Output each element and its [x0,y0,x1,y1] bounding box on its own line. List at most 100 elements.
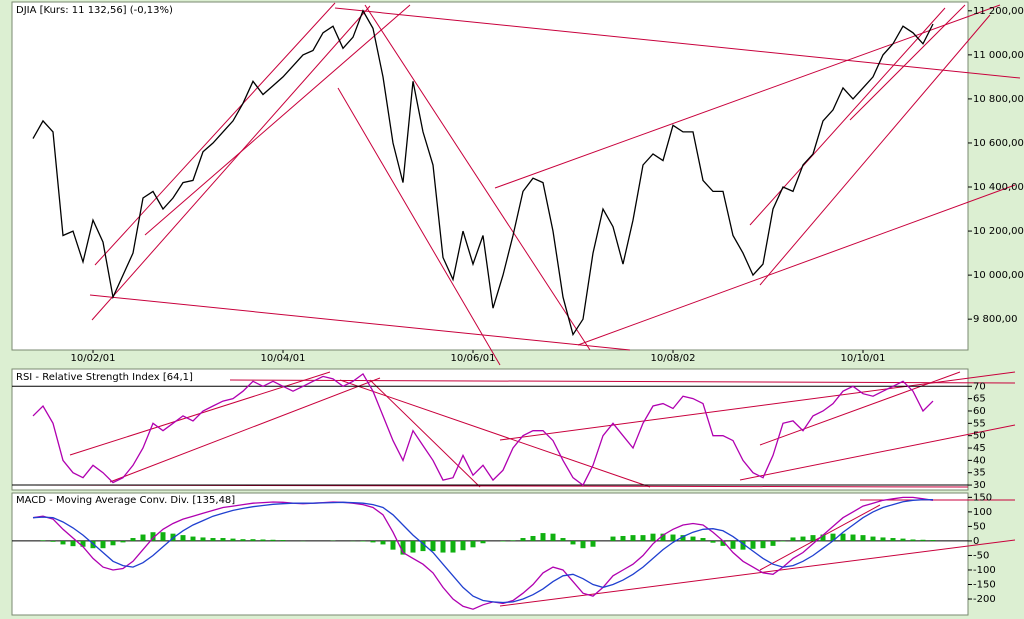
histogram-bar [690,536,696,541]
histogram-bar [720,540,726,546]
histogram-bar [570,540,576,545]
x-tick-label: 10/04/01 [261,353,306,364]
trend-line [369,379,481,488]
y-tick-label: 60 [973,406,986,417]
histogram-bar [790,537,796,541]
histogram-bar [740,540,746,550]
y-tick-label: 0 [973,536,979,547]
x-tick-label: 10/10/01 [841,353,886,364]
x-tick-label: 10/06/01 [451,353,496,364]
histogram-bar [210,538,216,541]
histogram-bar [40,540,46,541]
histogram-bar [220,538,226,541]
trend-line [337,87,501,366]
trend-line [364,4,591,351]
histogram-bar [240,539,246,541]
histogram-bar [160,532,166,541]
y-tick-label: 11 200,00 [973,6,1024,17]
y-tick-label: -200 [973,594,996,605]
histogram-bar [910,539,916,541]
trend-line [499,539,1016,607]
histogram-bar [650,533,656,541]
histogram-bar [770,540,776,546]
trend-line [849,4,966,121]
histogram-bar [130,538,136,541]
histogram-bar [460,540,466,551]
price-line [32,9,934,337]
y-tick-label: 10 400,00 [973,182,1024,193]
y-tick-label: 10 600,00 [973,138,1024,149]
histogram-bar [840,533,846,541]
trend-line [339,379,651,488]
histogram-bar [420,540,426,552]
histogram-bar [50,540,56,542]
trend-line [334,7,1021,79]
y-tick-label: 30 [973,480,986,491]
histogram-bar [620,535,626,541]
histogram-bar [660,533,666,541]
histogram-bar [470,540,476,548]
histogram-bar [390,540,396,550]
histogram-bar [580,540,586,549]
histogram-bar [280,540,286,541]
x-tick-label: 10/02/01 [71,353,116,364]
histogram-bar [70,540,76,547]
y-tick-label: -50 [973,550,989,561]
y-tick-label: 10 800,00 [973,94,1024,105]
y-tick-label: 45 [973,443,986,454]
price-title: DJIA [Kurs: 11 132,56] (-0,13%) [16,5,173,16]
y-tick-label: 10 200,00 [973,226,1024,237]
histogram-bar [430,540,436,552]
y-tick-label: -100 [973,565,996,576]
histogram-bar [190,536,196,541]
histogram-bar [540,533,546,541]
y-tick-label: 9 800,00 [973,314,1018,325]
histogram-bar [560,538,566,541]
histogram-bar [410,540,416,553]
trend-line [759,371,961,446]
histogram-bar [140,534,146,541]
histogram-bar [180,535,186,541]
y-tick-label: 40 [973,455,986,466]
trend-line [739,424,1016,481]
histogram-bar [230,538,236,541]
y-tick-label: 100 [973,507,992,518]
histogram-bar [890,538,896,541]
histogram-bar [200,537,206,541]
histogram-bar [370,540,376,543]
histogram-bar [730,540,736,549]
histogram-bar [250,539,256,541]
histogram-bar [700,538,706,541]
histogram-bar [440,540,446,553]
histogram-bar [760,540,766,549]
y-tick-label: 65 [973,394,986,405]
histogram-bar [480,540,486,544]
histogram-bar [710,540,716,543]
histogram-bar [930,540,936,541]
histogram-bar [360,540,366,542]
histogram-bar [150,532,156,541]
histogram-bar [870,536,876,541]
macd-title: MACD - Moving Average Conv. Div. [135,48… [16,495,235,506]
histogram-bar [920,539,926,541]
histogram-bar [590,540,596,547]
histogram-bar [450,540,456,553]
trend-line [577,184,1016,346]
y-tick-label: 55 [973,418,986,429]
histogram-bar [860,535,866,541]
rsi-title: RSI - Relative Strength Index [64,1] [16,372,193,383]
histogram-bar [120,540,126,543]
x-tick-label: 10/08/02 [651,353,696,364]
histogram-bar [260,539,266,541]
histogram-bar [400,540,406,555]
macd-line [32,499,933,604]
histogram-bar [510,540,516,541]
y-tick-label: 70 [973,381,986,392]
histogram-bar [520,538,526,541]
trend-line [89,294,631,351]
price-line [32,372,934,487]
histogram-bar [800,536,806,541]
rsi-panel [11,368,969,491]
